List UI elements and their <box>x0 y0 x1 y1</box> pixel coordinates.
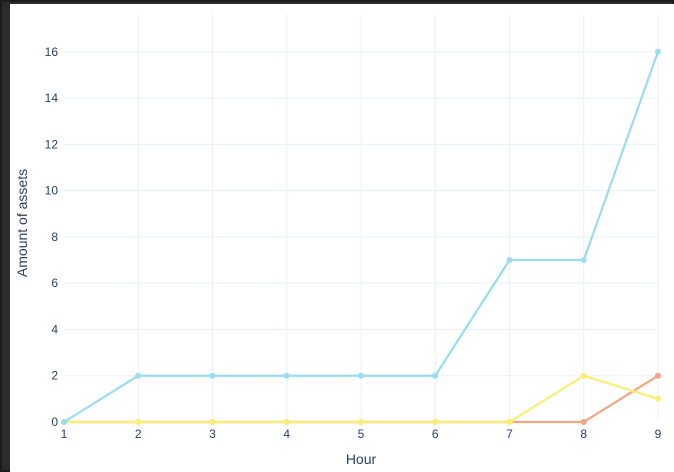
y-tick-label: 4 <box>51 322 58 336</box>
series-1-point <box>580 419 587 425</box>
y-tick-label: 6 <box>51 276 58 290</box>
x-tick-label: 9 <box>655 427 662 441</box>
grid-lines <box>64 14 659 422</box>
series-2-point <box>135 419 142 425</box>
series-2-point <box>283 419 290 425</box>
x-tick-label: 1 <box>61 427 68 441</box>
series-3-point <box>358 372 364 379</box>
series-2-point <box>432 419 439 425</box>
series-3-point <box>209 372 216 379</box>
x-tick-label: 7 <box>506 427 513 441</box>
y-tick-label: 14 <box>45 91 59 105</box>
x-tick-label: 4 <box>283 427 290 441</box>
x-tick-label: 3 <box>209 427 216 441</box>
plot-panel: 1 2 3 4 5 6 7 8 9 0 2 4 6 8 10 12 14 16 Hour Amount of as… <box>10 4 674 472</box>
series-2-point <box>358 419 364 425</box>
y-tick-label: 2 <box>51 369 58 383</box>
y-tick-label: 10 <box>45 184 59 198</box>
series-3-point <box>655 48 661 55</box>
series-2-point <box>506 419 513 425</box>
series-group <box>61 48 661 425</box>
series-2-point <box>655 395 661 402</box>
y-tick-label: 16 <box>45 45 59 59</box>
series-3-point <box>283 372 290 379</box>
series-1-point <box>655 372 661 379</box>
x-axis-title: Hour <box>346 451 377 467</box>
y-axis-title: Amount of assets <box>14 169 30 277</box>
series-2-point <box>209 419 216 425</box>
y-tick-label: 0 <box>51 415 58 429</box>
x-tick-label: 8 <box>580 427 587 441</box>
series-3-point <box>506 257 513 264</box>
x-tick-label: 5 <box>358 427 365 441</box>
x-tick-label: 6 <box>432 427 439 441</box>
y-tick-label: 12 <box>45 137 59 151</box>
series-2-point <box>580 372 587 379</box>
series-3-point <box>135 372 142 379</box>
series-3-point <box>432 372 439 379</box>
x-tick-label: 2 <box>135 427 142 441</box>
series-3-point <box>61 419 67 425</box>
series-3-point <box>580 257 587 264</box>
y-tick-label: 8 <box>51 230 58 244</box>
